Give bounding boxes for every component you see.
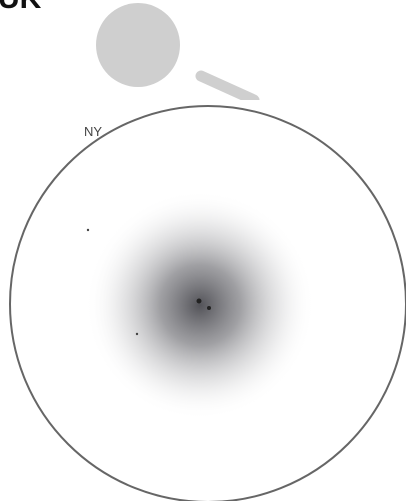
circle-label: NY — [84, 124, 102, 139]
dot — [135, 332, 139, 336]
top-label: UK — [0, 0, 42, 15]
dot — [196, 298, 202, 304]
dot — [207, 306, 211, 310]
small-planet — [96, 3, 180, 87]
glow — [85, 190, 315, 420]
dot — [86, 228, 90, 232]
beam — [195, 70, 260, 106]
